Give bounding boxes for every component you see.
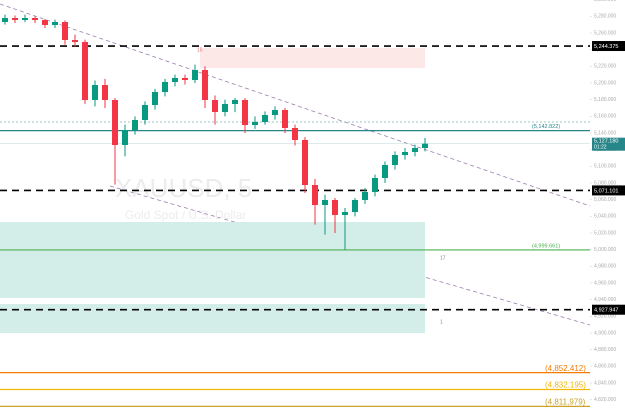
- candle-body: [372, 178, 378, 192]
- candle-body: [72, 40, 78, 42]
- candle-body: [342, 212, 348, 215]
- watermark-description: Gold Spot / U.S. Dollar: [125, 208, 246, 222]
- level-label: 5,244.375: [594, 44, 618, 50]
- y-tick-label: 5,200.000: [594, 80, 616, 86]
- level-label: (5,142.822): [532, 124, 560, 130]
- y-tick-label: 4,920.000: [594, 314, 616, 320]
- y-tick-label: 4,980.000: [594, 264, 616, 270]
- candle-body: [402, 152, 408, 155]
- candle-body: [182, 78, 188, 80]
- y-tick-label: 4,940.000: [594, 297, 616, 303]
- candle-body: [412, 148, 418, 152]
- candle-body: [272, 110, 278, 115]
- candle-body: [202, 70, 208, 100]
- candle-body: [102, 85, 108, 100]
- level-label: 5,071.101: [594, 188, 618, 194]
- y-tick-label: 4,960.000: [594, 280, 616, 286]
- candle-body: [322, 200, 328, 205]
- y-tick-label: 5,140.000: [594, 130, 616, 136]
- marker-label: 17: [440, 255, 446, 261]
- candle-body: [222, 104, 228, 112]
- level-label: (4,811,979): [545, 397, 586, 406]
- watermark-symbol: XAUUSD, 5: [115, 173, 252, 203]
- y-tick-label: 5,160.000: [594, 114, 616, 120]
- candle-body: [22, 18, 28, 20]
- marker-label: 15: [197, 47, 203, 53]
- candle-body: [92, 85, 98, 100]
- level-label: 4,927.947: [594, 308, 618, 314]
- candle-body: [422, 143, 428, 148]
- level-box: [592, 304, 625, 315]
- y-tick-label: 4,900.000: [594, 330, 616, 336]
- y-tick-label: 4,880.000: [594, 347, 616, 353]
- candle-body: [12, 18, 18, 20]
- trend-line: [109, 185, 591, 326]
- level-box: [592, 41, 625, 52]
- candle-body: [52, 22, 58, 25]
- y-tick-label: 5,220.000: [594, 64, 616, 70]
- candle-body: [32, 18, 38, 20]
- candle-body: [242, 100, 248, 125]
- candle-body: [302, 140, 308, 185]
- level-box: [592, 185, 625, 196]
- candle-body: [192, 70, 198, 80]
- candle-body: [142, 105, 148, 120]
- candle-body: [352, 200, 358, 212]
- countdown: 01:22: [594, 145, 607, 151]
- current-price-box: [592, 137, 625, 151]
- candle-body: [332, 200, 338, 215]
- candle-body: [42, 20, 48, 25]
- candle-body: [2, 18, 8, 22]
- y-tick-label: 5,260.000: [594, 30, 616, 36]
- y-tick-label: 5,000.000: [594, 247, 616, 253]
- candle-body: [172, 78, 178, 82]
- y-tick-label: 5,080.000: [594, 180, 616, 186]
- y-tick-label: 5,280.000: [594, 14, 616, 20]
- zone: [200, 48, 425, 68]
- candle-body: [282, 110, 288, 128]
- y-tick-label: 5,100.000: [594, 164, 616, 170]
- candle-body: [382, 165, 388, 178]
- y-tick-label: 5,300.000: [594, 0, 616, 3]
- y-tick-label: 5,040.000: [594, 214, 616, 220]
- candle-body: [132, 120, 138, 130]
- y-tick-label: 5,020.000: [594, 230, 616, 236]
- candle-body: [292, 128, 298, 140]
- candle-body: [232, 100, 238, 104]
- level-label: (4,852.412): [545, 364, 586, 373]
- candle-body: [62, 22, 68, 40]
- level-label: (4,999.661): [532, 243, 560, 249]
- y-tick-label: 5,060.000: [594, 197, 616, 203]
- candle-body: [252, 122, 258, 125]
- y-tick-label: 4,860.000: [594, 364, 616, 370]
- y-tick-label: 4,820.000: [594, 397, 616, 403]
- trend-line: [0, 3, 591, 207]
- candle-body: [262, 115, 268, 122]
- y-tick-label: 4,840.000: [594, 380, 616, 386]
- zone: [0, 222, 425, 298]
- candle-body: [212, 100, 218, 112]
- candle-body: [152, 92, 158, 105]
- candle-body: [162, 82, 168, 92]
- marker-label: 1: [440, 319, 443, 325]
- current-price-label: 5,127.180: [594, 139, 618, 145]
- zone: [0, 304, 425, 333]
- y-tick-label: 5,180.000: [594, 97, 616, 103]
- candle-body: [392, 155, 398, 165]
- candle-body: [82, 42, 88, 100]
- candle-body: [112, 100, 118, 145]
- candle-body: [122, 130, 128, 145]
- level-label: (4,832.195): [545, 381, 586, 390]
- candle-body: [362, 192, 368, 200]
- candle-body: [312, 185, 318, 205]
